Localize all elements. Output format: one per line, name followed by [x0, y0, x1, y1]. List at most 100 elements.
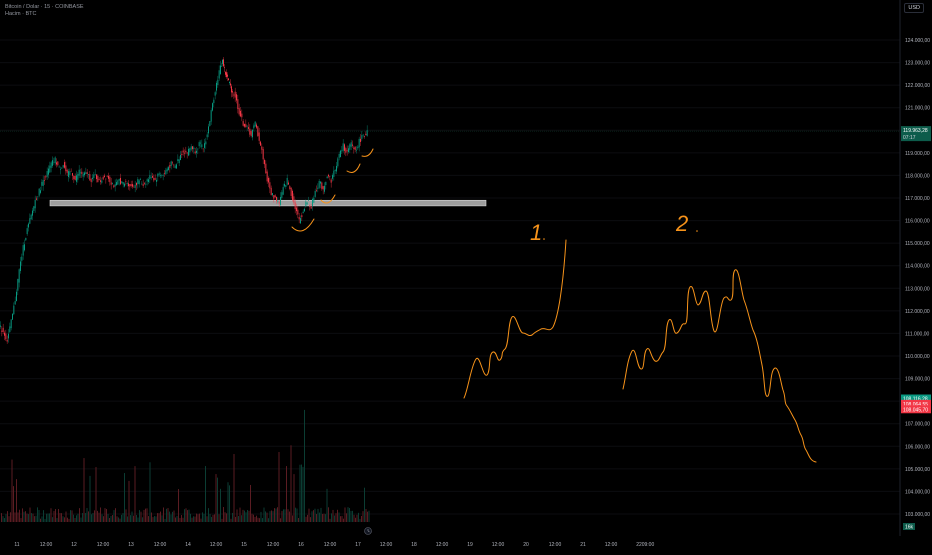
- candle-body: [352, 144, 353, 146]
- bottom-curve-4[interactable]: [361, 148, 374, 157]
- candle-body: [38, 188, 40, 196]
- volume-bar: [124, 473, 125, 522]
- candle-body: [252, 129, 253, 138]
- volume-bar: [119, 518, 121, 522]
- volume-bar: [49, 513, 50, 522]
- candle-body: [214, 92, 216, 96]
- candle-body: [236, 94, 237, 101]
- candle-body: [112, 183, 113, 185]
- candle-body: [93, 174, 95, 179]
- volume-bar: [251, 513, 253, 522]
- volume-bar: [337, 509, 338, 522]
- x-tick-label: 12:00: [40, 542, 53, 548]
- volume-bar: [350, 510, 352, 522]
- candle-body: [205, 141, 207, 145]
- projection-path-2[interactable]: [622, 269, 817, 463]
- y-tick-label: 109.000,00: [905, 377, 930, 383]
- candle-body: [176, 164, 177, 169]
- support-zone-layer[interactable]: [49, 199, 487, 207]
- volume-bar: [289, 511, 290, 522]
- candle-body: [301, 215, 303, 218]
- volume-bar: [223, 507, 224, 522]
- y-axis[interactable]: 124.000,00 123.000,00 122.000,00 121.000,00…: [899, 0, 932, 550]
- volume-bar: [26, 513, 28, 522]
- volume-bar: [167, 508, 169, 522]
- volume-bar: [160, 511, 161, 522]
- symbol-title[interactable]: Bitcoin / Dolar · 15 · COINBASE: [5, 4, 84, 10]
- candle-body: [257, 126, 259, 136]
- candle-body: [44, 180, 45, 181]
- volume-bar: [262, 518, 263, 522]
- currency-button[interactable]: USD: [904, 3, 924, 13]
- current-price-tag[interactable]: [901, 126, 931, 142]
- volume-bar: [65, 511, 67, 522]
- volume-bar: [14, 512, 16, 522]
- volume-bar: [344, 507, 346, 522]
- candle-body: [242, 121, 244, 126]
- candle-body: [34, 199, 36, 209]
- volume-bar: [272, 511, 274, 522]
- volume-indicator-title[interactable]: Hacim · BTC: [5, 11, 37, 17]
- candle-body: [97, 175, 99, 183]
- support-zone-box[interactable]: [49, 199, 487, 207]
- volume-bar: [13, 486, 14, 522]
- volume-bar: [50, 508, 52, 522]
- volume-bar: [5, 514, 7, 522]
- chart-legend: Bitcoin / Dolar · 15 · COINBASE Hacim · …: [5, 4, 84, 18]
- candle-body: [332, 175, 333, 179]
- candle-body: [110, 182, 112, 185]
- volume-bar: [148, 516, 149, 522]
- volume-bar: [173, 510, 175, 522]
- candle-body: [68, 171, 69, 177]
- candle-body: [26, 228, 28, 235]
- volume-bar: [313, 510, 314, 522]
- bottom-curve-3[interactable]: [346, 163, 361, 173]
- candle-body: [32, 210, 33, 216]
- candle-body: [276, 196, 277, 202]
- volume-bar: [67, 517, 68, 522]
- candle-body: [174, 165, 176, 168]
- volume-bar: [196, 513, 197, 522]
- candle-body: [29, 218, 31, 224]
- candle-body: [334, 169, 336, 172]
- candle-body: [140, 179, 141, 180]
- candle-body: [232, 91, 233, 93]
- bottom-curve-2[interactable]: [320, 194, 336, 204]
- candle-body: [14, 301, 16, 305]
- annotation-label-2: 2: [675, 211, 688, 236]
- candle-body: [208, 126, 209, 134]
- y-tick-label: 115.000,00: [905, 241, 930, 247]
- volume-bar: [35, 515, 37, 522]
- volume-bar: [11, 459, 13, 522]
- volume-bar: [46, 513, 47, 522]
- volume-bar: [292, 515, 293, 522]
- x-tick-label: 15: [241, 542, 247, 548]
- volume-bar: [227, 482, 229, 522]
- candle-body: [120, 177, 121, 185]
- candle-body: [46, 171, 48, 177]
- candle-body: [152, 176, 153, 178]
- candle-body: [113, 185, 115, 188]
- bottom-curve-1[interactable]: [291, 218, 315, 232]
- axis-price-marker[interactable]: [901, 394, 931, 403]
- candle-body: [361, 135, 363, 139]
- axis-price-marker[interactable]: [901, 405, 931, 414]
- candle-body: [116, 182, 117, 186]
- candle-body: [169, 165, 171, 168]
- candle-body: [150, 177, 152, 178]
- volume-bar: [332, 509, 334, 522]
- volume-bar: [62, 516, 64, 522]
- volume-bar: [184, 509, 185, 522]
- axis-price-marker[interactable]: [901, 399, 931, 408]
- candle-body: [244, 123, 245, 127]
- candle-body: [188, 148, 189, 156]
- volume-bar: [286, 466, 287, 522]
- candle-body: [356, 149, 357, 151]
- volume-bar: [1, 513, 2, 522]
- volume-bar: [40, 518, 41, 522]
- x-axis[interactable]: 11 12:00 12 12:00 13 12:00 14 12:00 15 12:00 16 12:…: [0, 527, 932, 551]
- projection-path-1[interactable]: [463, 239, 567, 399]
